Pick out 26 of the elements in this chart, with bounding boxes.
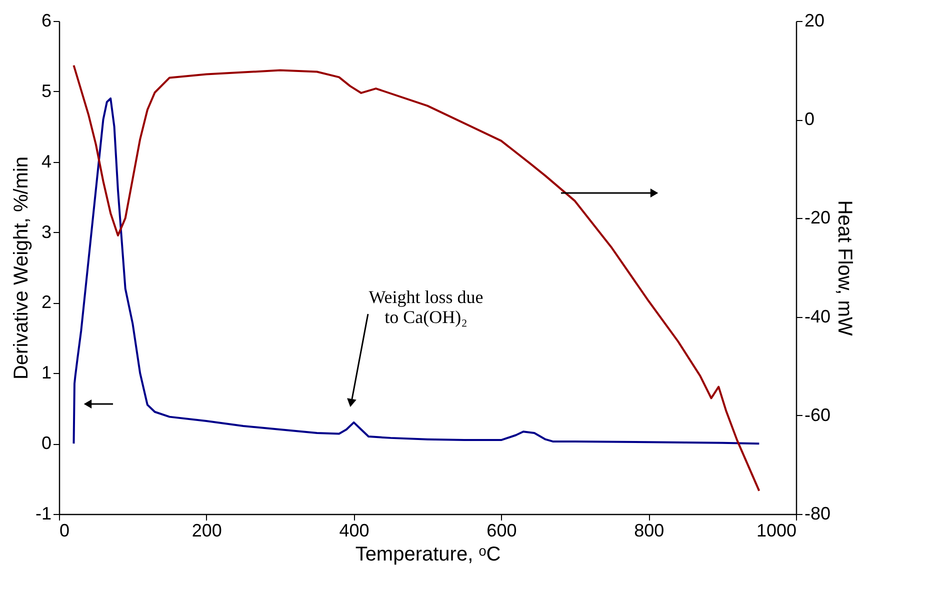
y2-tick-label: -20	[804, 208, 831, 228]
x-tick-label: 1000	[756, 520, 796, 540]
y2-tick-label: -60	[804, 404, 831, 425]
x-axis-title: Temperature, ᵒC	[355, 544, 501, 566]
y2-tick-label: -80	[804, 504, 831, 524]
y-tick-label: 0	[41, 433, 52, 454]
y2-tick-label: 20	[804, 10, 825, 30]
x-tick-label: 400	[339, 520, 370, 540]
y-tick-label: 3	[41, 222, 52, 242]
y-tick-label: 6	[41, 10, 52, 30]
y2-axis-title: Heat Flow, mW	[834, 200, 856, 336]
y-tick-label: -1	[35, 504, 52, 524]
line-series	[72, 64, 760, 492]
y2-tick-label: 0	[804, 109, 815, 130]
y-tick-label: 1	[41, 362, 52, 383]
y2-tick-label: -40	[804, 306, 831, 326]
annotation: Weight loss due to Ca(OH)₂	[368, 287, 484, 327]
x-tick-label: 600	[486, 520, 517, 540]
x-tick-label: 0	[60, 520, 70, 540]
x-tick-label: 800	[634, 520, 664, 540]
y-tick-label: 2	[41, 292, 52, 312]
y-tick-label: 4	[41, 151, 52, 172]
y-tick-label: 5	[41, 80, 52, 101]
line-series	[72, 97, 760, 445]
x-tick-label: 200	[192, 520, 222, 540]
y-axis-title: Derivative Weight, %/min	[10, 156, 32, 380]
